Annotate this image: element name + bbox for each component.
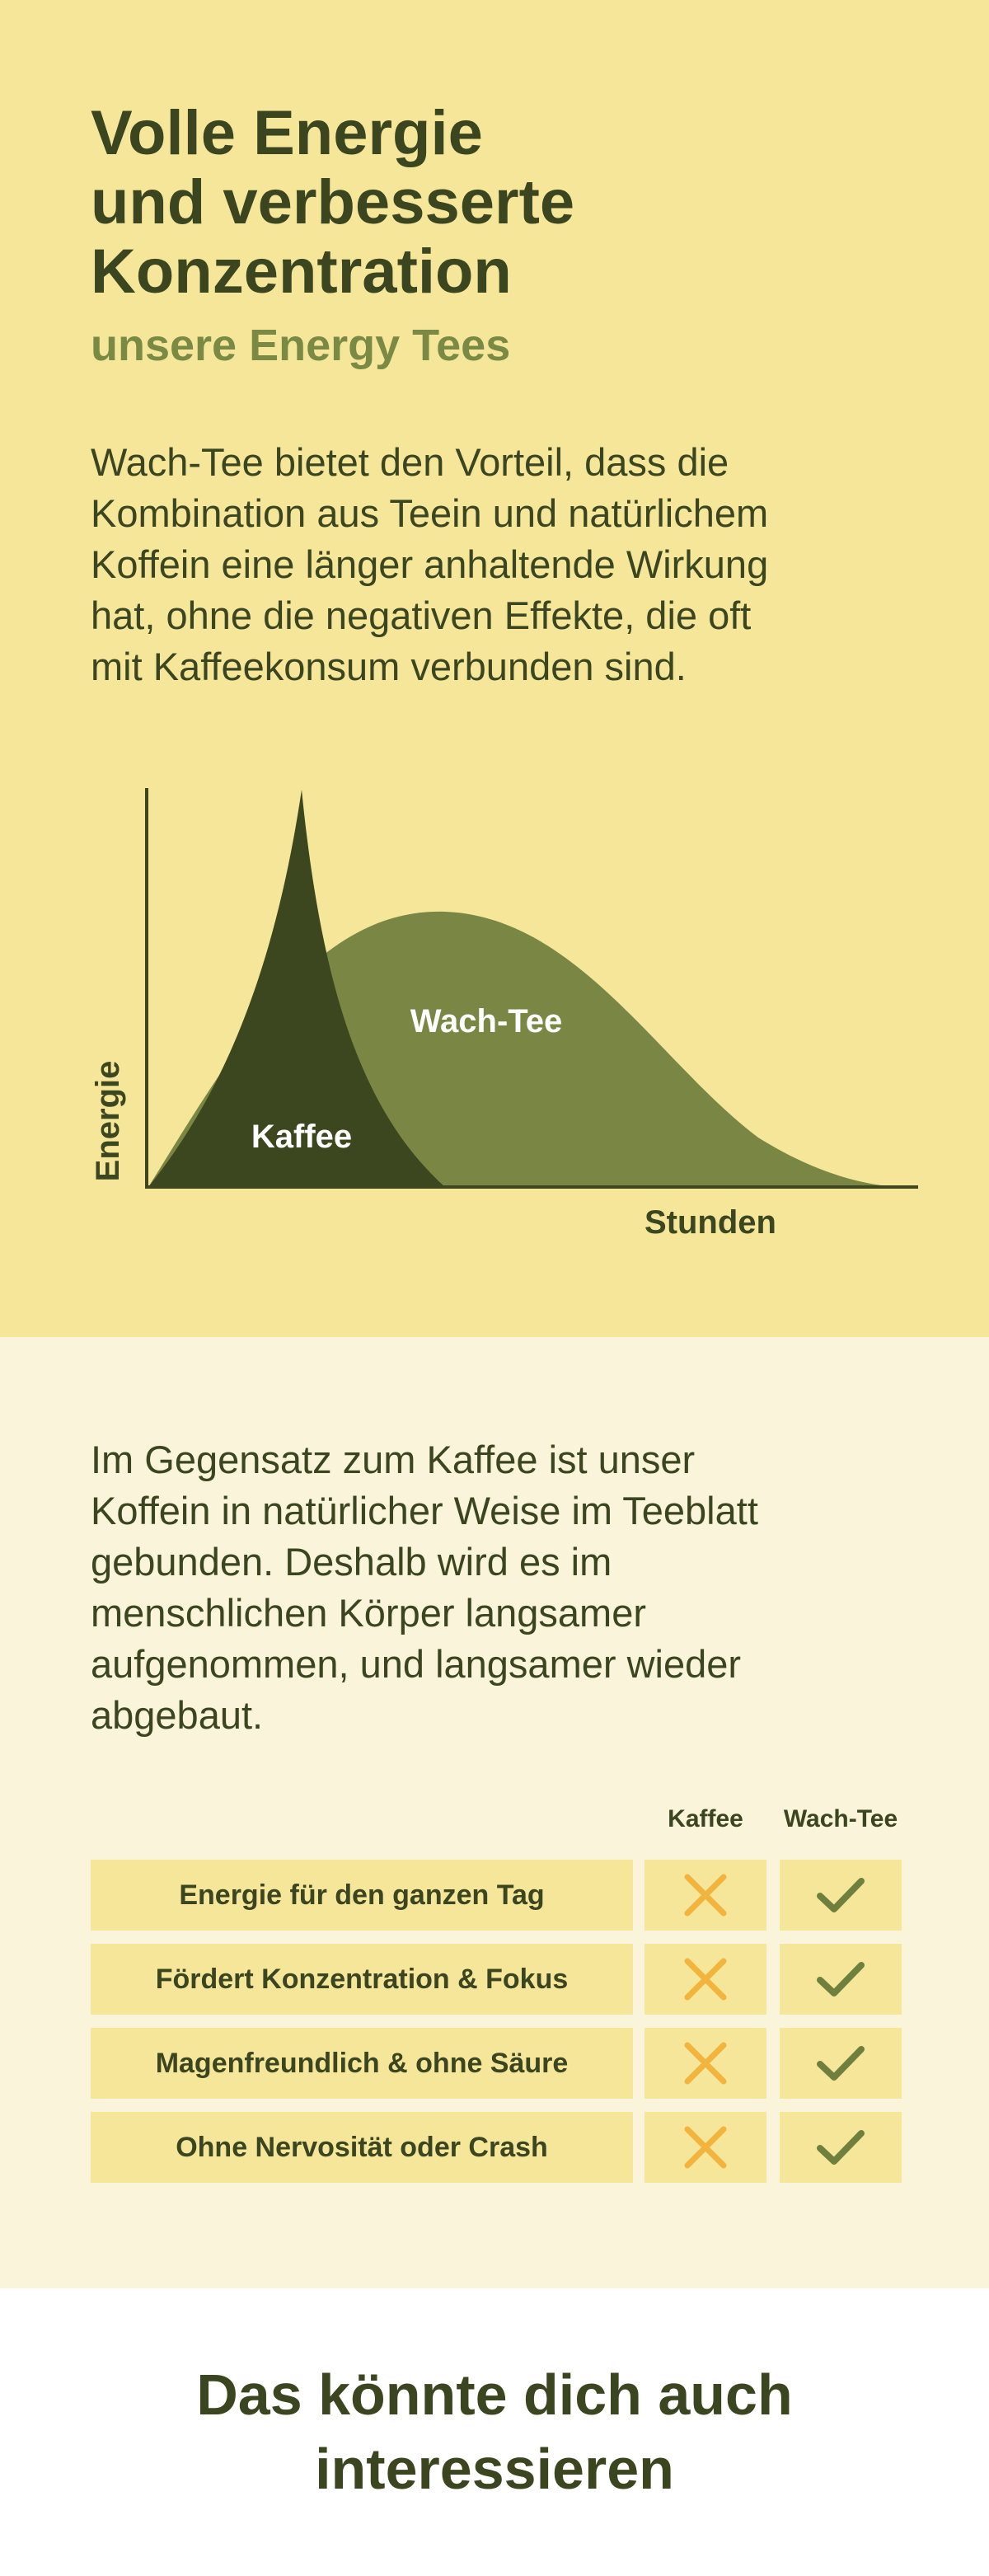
text-line: Koffein in natürlicher Weise im Teeblatt [91, 1489, 758, 1532]
footer-heading: Das könnte dich auch interessieren [0, 2358, 989, 2506]
check-cell [780, 2112, 902, 2183]
row-label: Ohne Nervosität oder Crash [91, 2112, 633, 2183]
x-label: Stunden [644, 1204, 776, 1241]
check [817, 1878, 865, 1912]
text-line: gebunden. Deshalb wird es im [91, 1540, 612, 1584]
cross-icon [684, 2126, 727, 2169]
curve-label: Wach-Tee [410, 1003, 562, 1039]
heading-line: interessieren [315, 2437, 674, 2501]
energy-illustration: Wach-Tee Kaffee Energie Stunden [90, 788, 918, 1241]
cross-cell [644, 1944, 766, 2015]
cross-icon [684, 1958, 727, 2001]
check [817, 2130, 865, 2165]
text-line: Koffein eine länger anhaltende Wirkung [91, 542, 769, 586]
title: Volle Energie und verbesserte Konzentratio… [91, 99, 574, 307]
column-header: Kaffee [668, 1805, 743, 1832]
check-icon [817, 2046, 865, 2081]
row-label: Fördert Konzentration & Fokus [91, 1944, 633, 2015]
cross-cell [644, 2028, 766, 2099]
curve-label: Kaffee [251, 1119, 352, 1155]
cross-icon [684, 2042, 727, 2085]
text-line: abgebaut. [91, 1693, 264, 1737]
heading-line: Das könnte dich auch [196, 2363, 793, 2427]
row-label: Magenfreundlich & ohne Säure [91, 2028, 633, 2099]
hero-section: Volle Energie und verbesserte Konzentratio… [0, 0, 989, 1337]
cross-icon [684, 1874, 727, 1917]
subtitle: unsere Energy Tees [91, 321, 511, 370]
title-line: und verbesserte [91, 167, 575, 237]
check [817, 1962, 865, 1997]
check-icon [817, 2130, 865, 2165]
title-line: Konzentration [91, 237, 512, 307]
text-line: aufgenommen, und langsamer wieder [91, 1642, 742, 1686]
column-header: Wach-Tee [783, 1805, 898, 1832]
y-label: Energie [90, 1061, 126, 1182]
check-icon [817, 1878, 865, 1912]
text-line: Im Gegensatz zum Kaffee ist unser [91, 1438, 696, 1481]
comparison-section: Im Gegensatz zum Kaffee ist unser Koffein… [0, 1337, 989, 2288]
text-line: Kombination aus Teein und natürlichem [91, 491, 769, 535]
cross [684, 1958, 727, 2001]
footer-section: Das könnte dich auch interessieren [0, 2288, 989, 2576]
check-cell [780, 2028, 902, 2099]
kaffee-curve [148, 790, 445, 1187]
cross [684, 2042, 727, 2085]
cross [684, 1874, 727, 1917]
row-label: Energie für den ganzen Tag [91, 1860, 633, 1931]
check-cell [780, 1860, 902, 1931]
check-icon [817, 1962, 865, 1997]
check [817, 2046, 865, 2081]
text-line: mit Kaffeekonsum verbunden sind. [91, 645, 687, 688]
text-line: menschlichen Körper langsamer [91, 1591, 646, 1635]
title-line: Volle Energie [91, 98, 483, 168]
text-line: Wach-Tee bietet den Vorteil, dass die [91, 440, 729, 484]
text-line: hat, ohne die negativen Effekte, die oft [91, 594, 752, 637]
cross [684, 2126, 727, 2169]
cross-cell [644, 1860, 766, 1931]
intro-text: Wach-Tee bietet den Vorteil, dass die Kom… [91, 437, 768, 692]
cross-cell [644, 2112, 766, 2183]
check-cell [780, 1944, 902, 2015]
comparison-text: Im Gegensatz zum Kaffee ist unser Koffein… [91, 1434, 758, 1741]
